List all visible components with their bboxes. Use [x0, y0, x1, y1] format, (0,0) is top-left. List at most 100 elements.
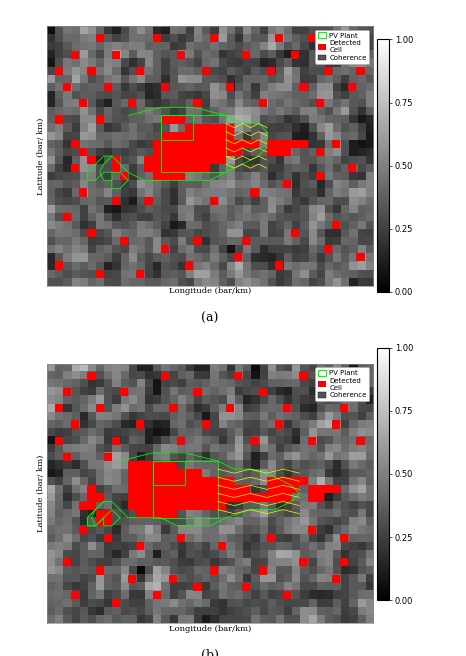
Bar [63, 388, 71, 396]
Bar [71, 51, 79, 58]
Bar [120, 388, 128, 396]
Bar [193, 485, 201, 493]
Bar [55, 404, 63, 413]
Bar [112, 599, 120, 607]
X-axis label: Longitude (bar/km): Longitude (bar/km) [169, 287, 251, 295]
Bar [185, 493, 193, 502]
Bar [283, 493, 291, 502]
Legend: PV Plant, Detected
Cell, Coherence: PV Plant, Detected Cell, Coherence [315, 30, 370, 64]
Bar [283, 180, 291, 188]
Bar [234, 140, 242, 148]
Bar [193, 164, 201, 173]
Bar [169, 469, 177, 477]
Bar [316, 388, 324, 396]
Bar [137, 502, 144, 510]
Bar [137, 510, 144, 518]
Bar [103, 534, 112, 542]
Bar [201, 67, 210, 75]
Bar [193, 493, 201, 502]
Bar [112, 156, 120, 164]
Bar [201, 477, 210, 485]
Bar [137, 493, 144, 502]
Bar [275, 140, 283, 148]
Bar [144, 469, 152, 477]
Bar [226, 132, 234, 140]
Bar [161, 132, 169, 140]
Bar [267, 534, 275, 542]
Bar [161, 148, 169, 156]
Bar [242, 485, 251, 493]
Bar [71, 591, 79, 599]
Bar [161, 477, 169, 485]
Bar [177, 156, 185, 164]
Bar [152, 461, 161, 469]
Bar [259, 388, 267, 396]
Bar [234, 372, 242, 380]
X-axis label: Longitude (bar/km): Longitude (bar/km) [169, 625, 251, 632]
Bar [201, 156, 210, 164]
Bar [144, 510, 152, 518]
Bar [169, 477, 177, 485]
Bar [340, 558, 348, 566]
Bar [332, 221, 340, 229]
Bar [55, 115, 63, 123]
Bar [267, 485, 275, 493]
Bar [96, 518, 103, 526]
Bar [193, 469, 201, 477]
Bar [234, 148, 242, 156]
Bar [259, 566, 267, 575]
Bar [185, 148, 193, 156]
Bar [185, 469, 193, 477]
Bar [169, 132, 177, 140]
Bar [161, 83, 169, 91]
Bar [348, 83, 356, 91]
Bar [234, 485, 242, 493]
Bar [324, 485, 332, 493]
Bar [88, 502, 96, 510]
Bar [332, 140, 340, 148]
Bar [152, 140, 161, 148]
Bar [275, 485, 283, 493]
Bar [340, 51, 348, 58]
Bar [193, 583, 201, 591]
Bar [201, 123, 210, 132]
Bar [210, 34, 218, 43]
Bar [128, 469, 137, 477]
Bar [316, 493, 324, 502]
Bar [137, 469, 144, 477]
Bar [152, 469, 161, 477]
Bar [251, 493, 259, 502]
Bar [259, 493, 267, 502]
Bar [144, 493, 152, 502]
Bar [210, 197, 218, 205]
Bar [169, 575, 177, 583]
Bar [137, 420, 144, 428]
Bar [128, 477, 137, 485]
Bar [63, 83, 71, 91]
Bar [201, 132, 210, 140]
Bar [185, 132, 193, 140]
Bar [112, 437, 120, 445]
Legend: PV Plant, Detected
Cell, Coherence: PV Plant, Detected Cell, Coherence [315, 367, 370, 401]
Bar [193, 477, 201, 485]
Bar [283, 140, 291, 148]
Bar [299, 140, 308, 148]
Bar [226, 148, 234, 156]
Bar [79, 526, 88, 534]
Bar [177, 51, 185, 58]
Bar [324, 245, 332, 253]
Bar [210, 485, 218, 493]
Bar [55, 262, 63, 270]
Bar [201, 140, 210, 148]
Bar [210, 132, 218, 140]
Bar [177, 502, 185, 510]
Bar [218, 493, 226, 502]
Bar [79, 99, 88, 108]
Bar [218, 477, 226, 485]
Bar [201, 420, 210, 428]
Bar [242, 51, 251, 58]
Bar [201, 148, 210, 156]
Bar [308, 485, 316, 493]
Bar [177, 115, 185, 123]
Bar [161, 173, 169, 180]
